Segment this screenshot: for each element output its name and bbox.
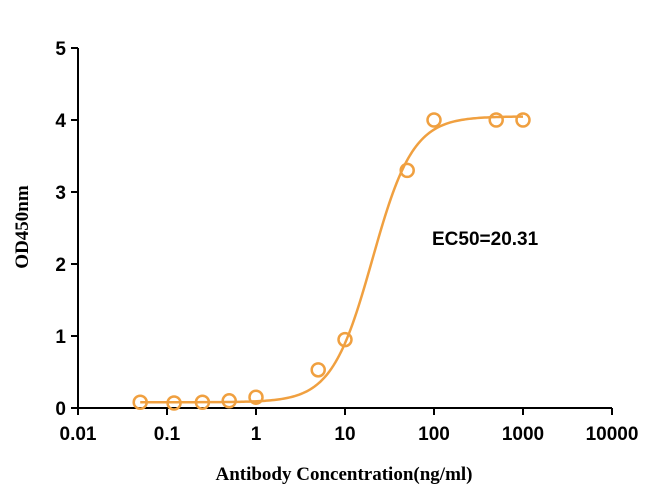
y-tick-label: 3: [55, 183, 66, 204]
data-point: [194, 394, 211, 410]
y-tick-label: 4: [55, 111, 66, 132]
x-tick-label: 1000: [502, 424, 544, 445]
x-tick-label: 0.01: [60, 424, 97, 445]
data-points: [132, 112, 531, 411]
y-tick-label: 5: [55, 39, 66, 60]
data-point: [248, 389, 264, 405]
data-point: [399, 162, 415, 179]
ec50-annotation: EC50=20.31: [432, 229, 539, 250]
fit-curve: [140, 115, 524, 404]
x-tick-label: 10: [334, 424, 355, 445]
y-axis-title: OD450nm: [12, 185, 33, 269]
x-tick-label: 10000: [586, 424, 639, 445]
data-point: [221, 393, 237, 409]
data-point: [426, 112, 442, 128]
axes: [77, 48, 612, 409]
y-tick-label: 2: [55, 255, 66, 276]
y-ticks: 0 1 2 3 4 5: [55, 39, 78, 420]
data-point: [515, 112, 531, 128]
x-tick-label: 0.1: [154, 424, 181, 445]
data-point: [488, 112, 504, 128]
y-tick-label: 0: [55, 399, 66, 420]
x-tick-label: 100: [418, 424, 450, 445]
data-point: [310, 362, 326, 378]
y-tick-label: 1: [55, 327, 66, 348]
data-point: [132, 394, 148, 410]
data-point: [337, 331, 353, 348]
x-axis-title: Antibody Concentration(ng/ml): [215, 464, 472, 485]
x-ticks: 0.01 0.1 1 10 100 1000 10000: [60, 408, 639, 445]
data-point: [166, 395, 182, 411]
x-tick-label: 1: [251, 424, 262, 445]
